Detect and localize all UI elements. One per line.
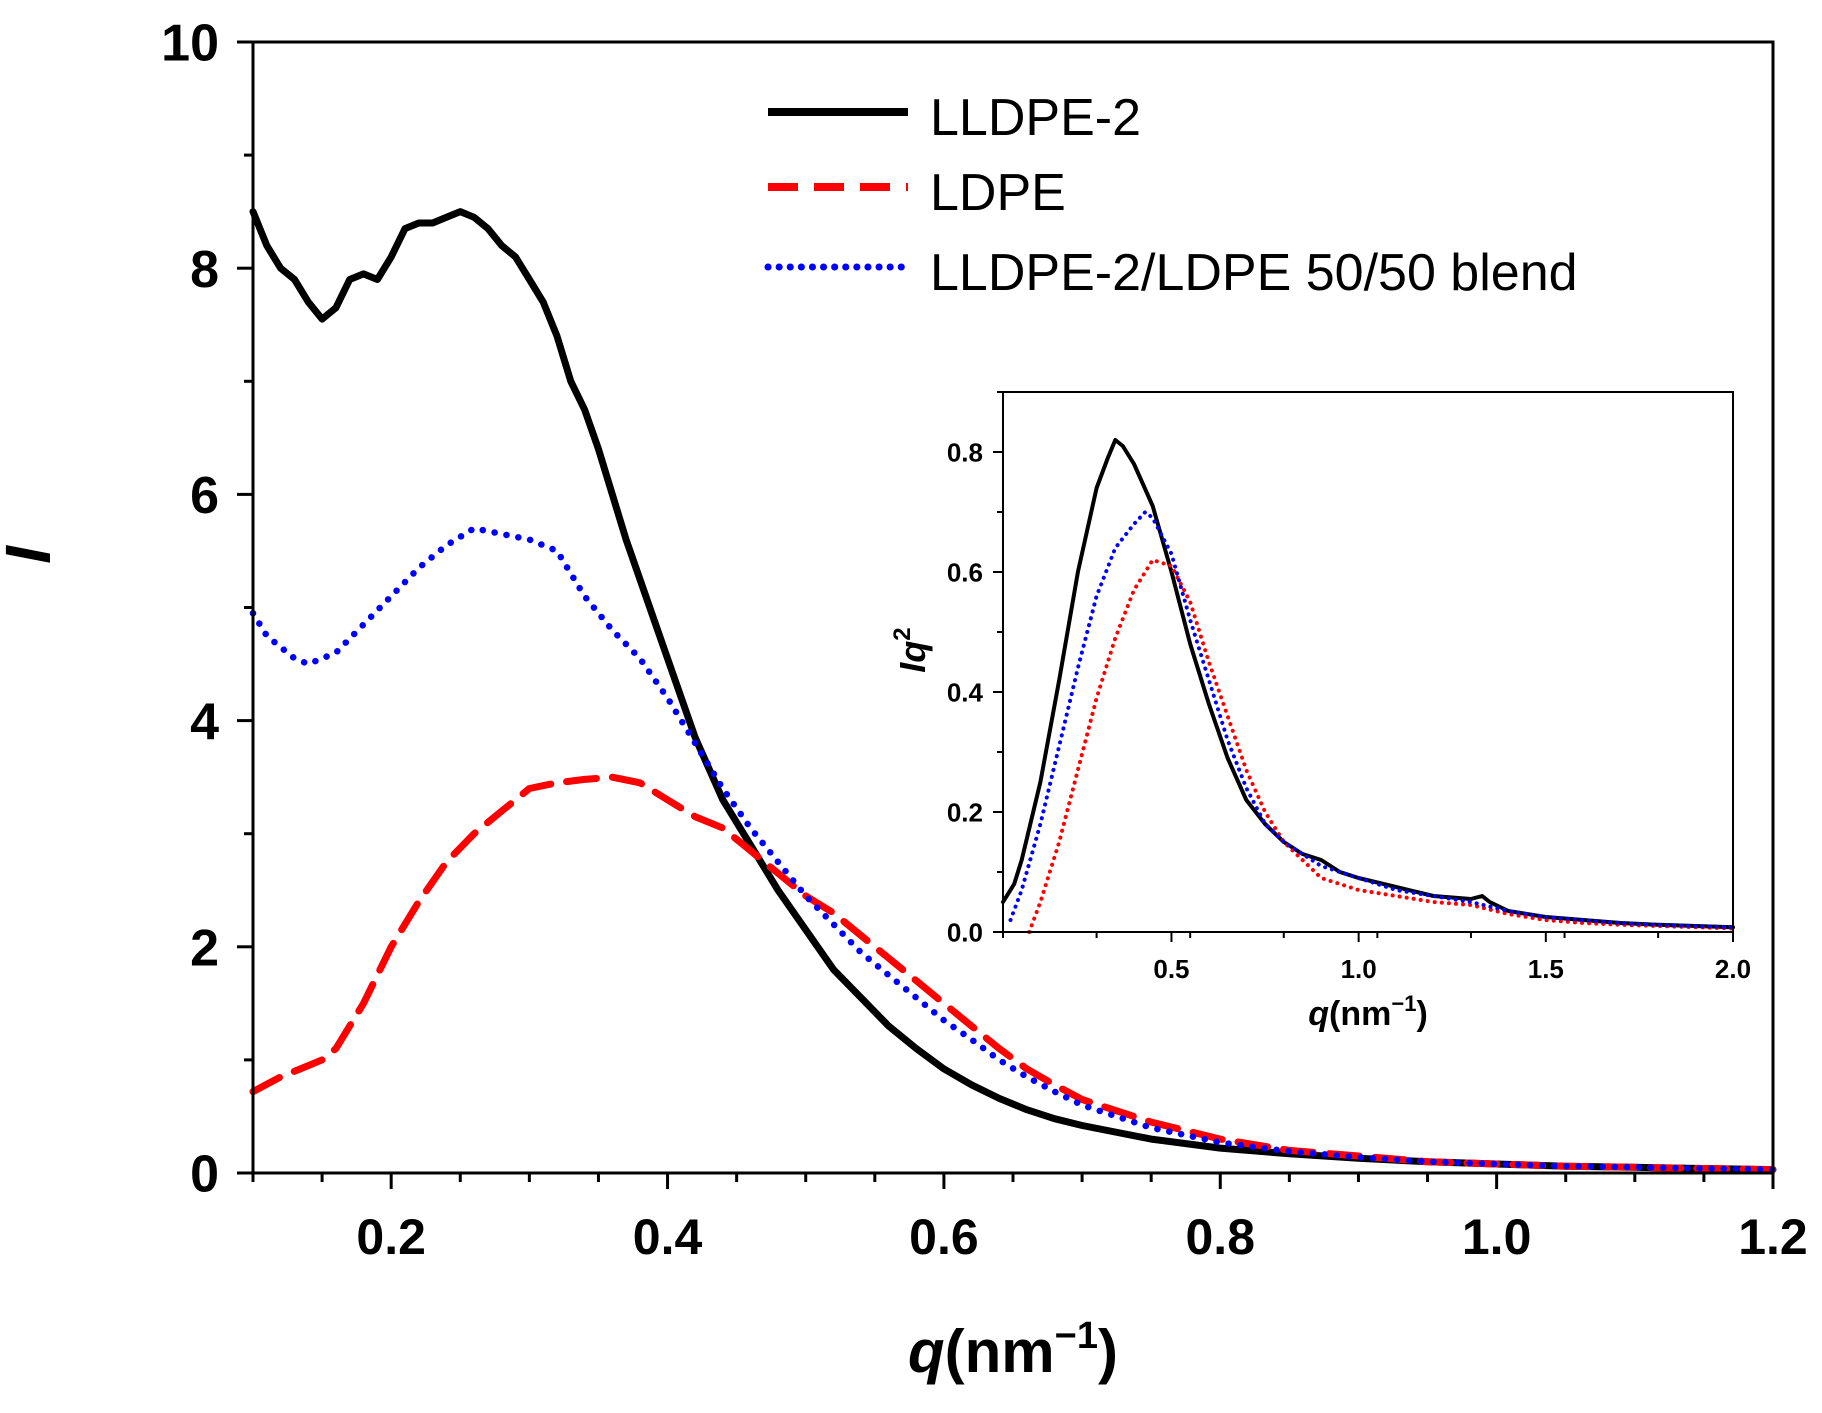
legend-label-ldpe: LDPE — [930, 164, 1066, 222]
inset-ytick-label: 0.8 — [947, 437, 983, 467]
main-ytick-label: 10 — [161, 15, 219, 73]
inset-background — [1003, 392, 1733, 932]
inset-series-ldpe — [1027, 558, 1735, 934]
main-x-axis-title-close: ) — [1098, 1318, 1118, 1385]
main-x-axis-title-exp: −1 — [1055, 1315, 1098, 1357]
inset-ytick-label: 0.6 — [947, 557, 983, 587]
main-x-tick-labels: 0.2 0.4 0.6 0.8 1.0 1.2 — [356, 1209, 1807, 1265]
inset-x-axis-title-close: ) — [1416, 995, 1427, 1033]
main-ytick-label: 8 — [190, 241, 219, 299]
inset-xtick-label: 2.0 — [1715, 954, 1751, 984]
main-y-axis-title: I — [0, 545, 64, 564]
legend: LLDPE-2 LDPE LLDPE-2/LDPE 50/50 blend — [764, 89, 1578, 302]
main-xtick-label: 1.0 — [1462, 1209, 1532, 1265]
inset-y-axis-title: Iq2 — [889, 627, 933, 672]
main-series-lldpe-2 — [249, 208, 1777, 1174]
main-ytick-label: 6 — [190, 467, 219, 525]
main-ytick-label: 2 — [190, 920, 219, 978]
main-axis-ticks — [237, 40, 1775, 1189]
inset-xtick-label: 1.0 — [1341, 954, 1377, 984]
main-series-group — [249, 208, 1777, 1174]
legend-label-blend: LLDPE-2/LDPE 50/50 blend — [930, 244, 1578, 302]
inset-series-lldpe-2-ldpe-50-50-blend — [1008, 510, 1735, 930]
main-xtick-label: 1.2 — [1738, 1209, 1808, 1265]
main-xtick-label: 0.8 — [1186, 1209, 1256, 1265]
main-xtick-label: 0.4 — [633, 1209, 703, 1265]
inset-x-axis-title-exp: −1 — [1391, 991, 1416, 1016]
main-y-tick-labels: 0 2 4 6 8 10 — [161, 15, 219, 1204]
main-ytick-label: 4 — [190, 693, 219, 751]
inset-x-axis-title: q(nm−1) — [1308, 991, 1428, 1033]
main-x-axis-title: q(nm−1) — [908, 1315, 1118, 1385]
inset-x-axis-title-var: q — [1308, 995, 1329, 1033]
legend-label-lldpe2: LLDPE-2 — [930, 89, 1141, 147]
inset-ytick-label: 0.0 — [947, 917, 983, 947]
inset-ytick-label: 0.2 — [947, 797, 983, 827]
inset-xtick-label: 1.5 — [1528, 954, 1564, 984]
main-x-axis-title-var: q — [908, 1318, 945, 1385]
main-xtick-label: 0.2 — [356, 1209, 426, 1265]
inset-axis-ticks — [993, 391, 1734, 942]
inset-chart: 0.0 0.2 0.4 0.6 0.8 0.5 1.0 1.5 2.0 Iq2 q(nm−1) — [889, 391, 1751, 1033]
main-xtick-label: 0.6 — [909, 1209, 979, 1265]
main-x-axis-title-unit: (nm — [945, 1318, 1055, 1385]
inset-ytick-label: 0.4 — [947, 677, 984, 707]
inset-series-lldpe-2 — [1001, 438, 1735, 930]
main-series-lldpe-2-ldpe-50-50-blend — [249, 525, 1777, 1173]
inset-series-group — [1001, 438, 1735, 934]
inset-x-tick-labels: 0.5 1.0 1.5 2.0 — [1153, 954, 1751, 984]
inset-x-axis-title-unit: (nm — [1329, 995, 1391, 1033]
inset-plot-frame — [1002, 391, 1734, 933]
inset-y-tick-labels: 0.0 0.2 0.4 0.6 0.8 — [947, 437, 984, 947]
main-ytick-label: 0 — [190, 1146, 219, 1204]
inset-y-axis-title-exp: 2 — [889, 627, 916, 640]
inset-y-axis-title-var: Iq — [892, 641, 933, 673]
inset-xtick-label: 0.5 — [1153, 954, 1189, 984]
